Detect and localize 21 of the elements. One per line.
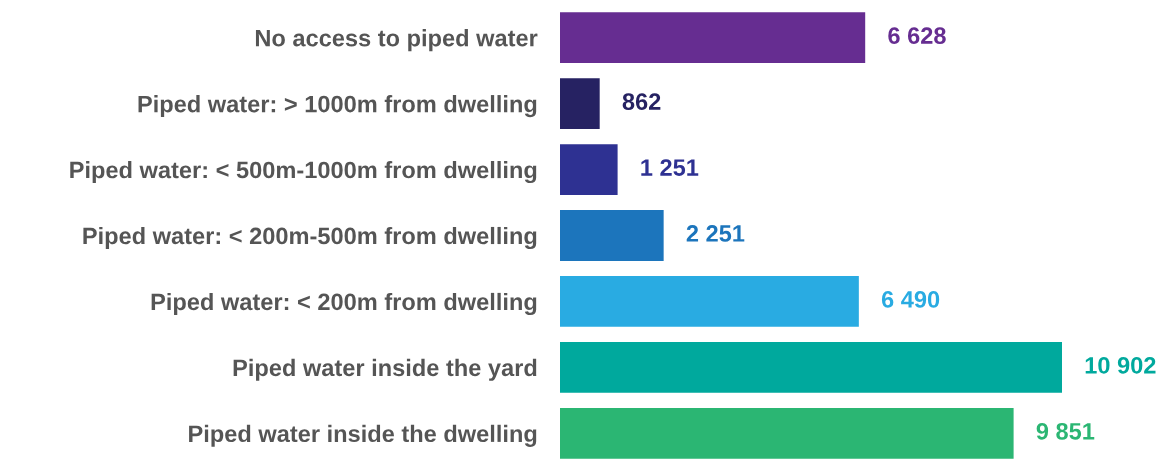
y-tick-label: Piped water: > 1000m from dwelling xyxy=(138,95,537,118)
y-tick-label: Piped water: < 500m-1000m from dwelling xyxy=(70,161,537,184)
bar xyxy=(560,144,618,195)
y-tick-label: Piped water: < 200m from dwelling xyxy=(151,292,537,315)
bar xyxy=(560,407,1014,459)
data-label: 9 851 xyxy=(1036,422,1095,440)
y-tick-label: Piped water inside the yard xyxy=(233,358,537,381)
bar xyxy=(560,210,664,261)
y-tick-label: No access to piped water xyxy=(255,29,538,52)
data-label: 10 902 xyxy=(1085,357,1156,374)
bar xyxy=(560,12,866,64)
bar xyxy=(560,341,1062,393)
data-label: 1 251 xyxy=(641,159,699,176)
bar xyxy=(560,276,859,327)
y-tick-label: Piped water inside the dwelling xyxy=(189,424,537,447)
data-label: 2 251 xyxy=(686,225,745,242)
data-label: 6 490 xyxy=(881,291,940,308)
data-label: 6 628 xyxy=(888,27,946,45)
bar xyxy=(560,78,600,130)
data-label: 862 xyxy=(622,93,661,110)
y-tick-label: Piped water: < 200m-500m from dwelling xyxy=(83,226,537,250)
